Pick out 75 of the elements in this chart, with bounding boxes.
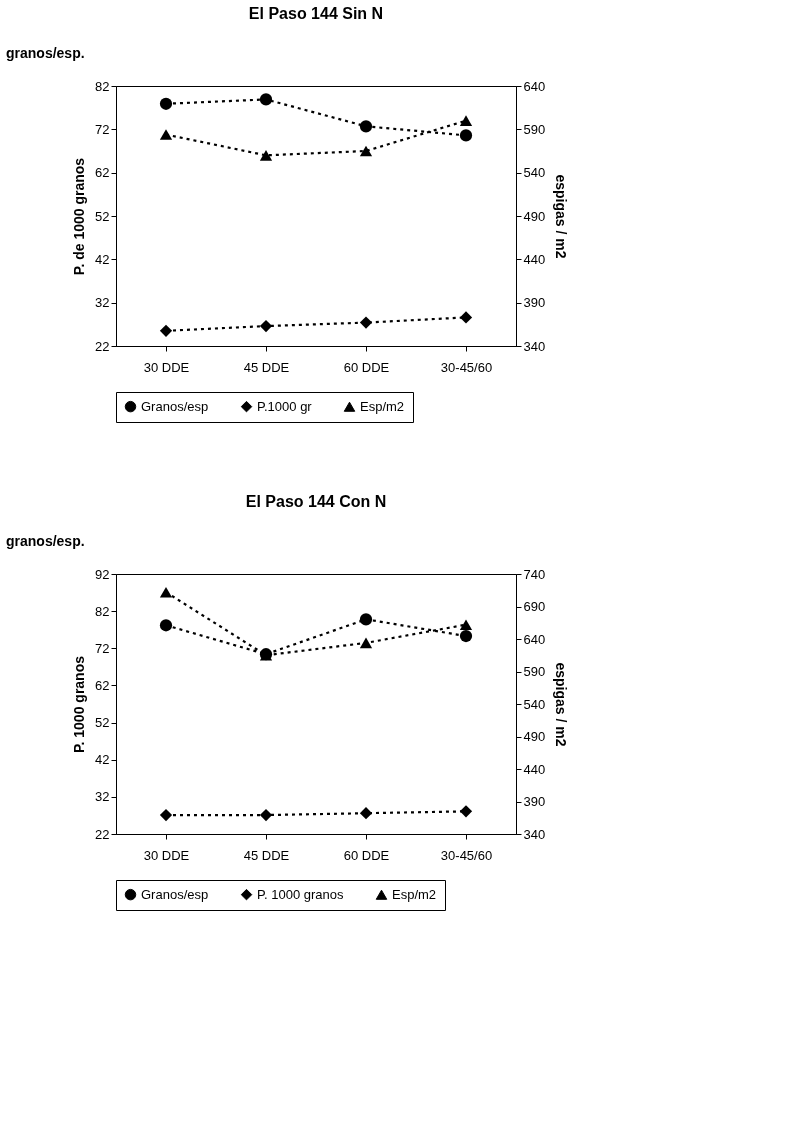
y2-tick-label: 340	[523, 826, 546, 842]
legend-label: Granos/esp	[141, 886, 209, 902]
chart-title: El Paso 144 Sin N	[248, 5, 384, 22]
y-tick-label: 52	[95, 208, 110, 224]
y2-tick-label: 490	[523, 729, 546, 744]
y-tick-label: 82	[95, 78, 110, 94]
y2-tick-label: 390	[523, 295, 546, 311]
y2-tick-label: 640	[523, 78, 546, 94]
point	[359, 807, 373, 820]
y2-axis-title: espigas / m2	[553, 174, 570, 259]
y2-tick-label: 590	[523, 121, 546, 137]
point	[159, 808, 173, 822]
text: granos/esp.	[6, 533, 85, 549]
point	[459, 805, 473, 818]
point	[459, 629, 473, 643]
point	[459, 115, 473, 126]
text: granos/esp.	[6, 45, 85, 61]
legend-label: P.1000 gr	[257, 398, 313, 414]
point	[259, 150, 273, 161]
y-tick-label: 22	[95, 826, 110, 842]
y-tick-label: 62	[95, 165, 110, 181]
y-tick-label: 72	[95, 640, 110, 656]
y-tick-label: 22	[95, 338, 110, 354]
y-tick-label: 62	[95, 677, 110, 693]
point	[459, 129, 473, 142]
y2-tick-label: 540	[523, 696, 546, 712]
y-tick-label: 52	[95, 715, 110, 731]
x-tick-label: 30-45/60	[440, 359, 493, 375]
x-tick-label: 30 DDE	[143, 847, 190, 863]
point	[359, 637, 373, 649]
legend-label: P. 1000 granos	[257, 886, 344, 902]
y-axis-title: P. de 1000 granos	[71, 157, 88, 276]
x-tick-label: 30-45/60	[440, 847, 493, 863]
point	[359, 120, 373, 133]
y2-tick-label: 490	[523, 208, 546, 224]
legend-label: Granos/esp	[141, 398, 209, 414]
point	[159, 97, 173, 110]
y2-tick-label: 390	[523, 794, 546, 809]
point	[259, 93, 273, 106]
y2-tick-label: 690	[523, 599, 546, 614]
x-tick-label: 45 DDE	[243, 847, 290, 863]
point	[359, 145, 373, 157]
y2-axis-title: espigas / m2	[553, 662, 570, 747]
legend-label: Esp/m2	[392, 886, 437, 902]
y-tick-label: 42	[95, 752, 110, 768]
y-tick-label: 32	[95, 295, 110, 311]
point	[359, 613, 373, 626]
y-tick-label: 92	[95, 566, 110, 582]
point	[259, 319, 273, 333]
y2-tick-label: 640	[523, 631, 546, 647]
y-axis-title: P. 1000 granos	[71, 655, 88, 754]
x-tick-label: 45 DDE	[243, 359, 290, 375]
point	[459, 619, 473, 630]
point	[159, 129, 173, 140]
chart-title: El Paso 144 Con N	[245, 493, 387, 510]
point	[359, 316, 373, 329]
point	[159, 619, 173, 632]
y2-tick-label: 740	[523, 566, 546, 582]
point	[159, 324, 173, 337]
y2-tick-label: 590	[523, 664, 546, 679]
x-tick-label: 60 DDE	[343, 847, 390, 863]
y2-tick-label: 440	[523, 761, 546, 777]
x-tick-label: 30 DDE	[143, 359, 190, 375]
y2-tick-label: 440	[523, 251, 546, 267]
y-tick-label: 42	[95, 251, 110, 267]
legend-label: Esp/m2	[360, 398, 405, 414]
y2-tick-label: 540	[523, 165, 546, 181]
point	[459, 311, 473, 324]
x-tick-label: 60 DDE	[343, 359, 390, 375]
point	[259, 808, 273, 822]
y-tick-label: 32	[95, 789, 110, 805]
y-tick-label: 72	[95, 121, 110, 137]
y2-tick-label: 340	[523, 338, 546, 354]
y-tick-label: 82	[95, 603, 110, 619]
point	[159, 586, 173, 598]
